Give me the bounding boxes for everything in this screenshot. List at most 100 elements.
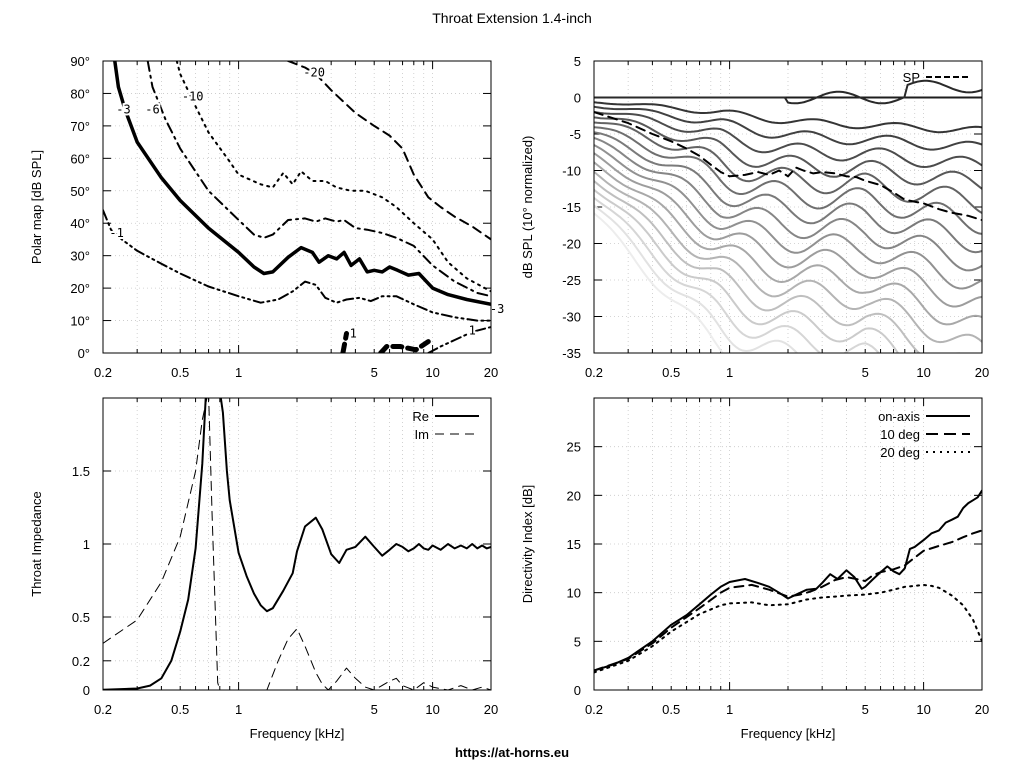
polar-response-line	[594, 180, 964, 353]
polar-response-line	[594, 144, 982, 290]
y-axis-label: Throat Impedance	[29, 491, 44, 597]
polar-response-line	[594, 126, 982, 235]
y-tick-label: -10	[562, 164, 581, 179]
y-tick-label: 10°	[70, 314, 90, 329]
x-tick-label: 5	[371, 365, 378, 380]
grid	[103, 61, 491, 353]
y-tick-label: 0.2	[72, 654, 90, 669]
plot-frame	[593, 397, 983, 691]
legend: Re Im	[412, 409, 479, 442]
polar-response-family	[594, 79, 982, 353]
x-tick-label: 0.2	[94, 365, 112, 380]
polar-response-line	[594, 189, 900, 353]
contour-line-m20	[287, 61, 491, 241]
plot-frame	[102, 60, 492, 354]
series-line-on-axis	[594, 489, 982, 672]
plot-frame	[593, 60, 983, 354]
contour-label: -3	[116, 103, 130, 117]
plot-frame	[102, 397, 492, 691]
y-tick-label: -15	[562, 200, 581, 215]
polar-map-panel: 0.2 0.5 1 5 10 20 0° 10° 20° 30° 40° 50° 60° 70° 80° 90…	[29, 54, 506, 380]
x-tick-label: 10	[425, 702, 439, 717]
x-tick-label: 1	[235, 702, 242, 717]
y-tick-label: 20°	[70, 281, 90, 296]
legend-label: 10 deg	[880, 427, 920, 442]
y-tick-label: 90°	[70, 54, 90, 69]
plot-area	[103, 398, 491, 690]
polar-response-line	[594, 131, 982, 254]
legend-label: on-axis	[878, 409, 920, 424]
x-tick-label: 5	[371, 702, 378, 717]
polar-response-line	[594, 137, 982, 272]
y-tick-label: -30	[562, 310, 581, 325]
x-tick-label: 0.5	[171, 365, 189, 380]
x-tick-label: 0.5	[662, 365, 680, 380]
contour-line-m1	[103, 209, 491, 322]
y-tick-label: -25	[562, 273, 581, 288]
x-tick-label: 20	[484, 365, 498, 380]
contour-label: -6	[145, 103, 159, 117]
x-tick-label: 1	[726, 365, 733, 380]
x-tick-label: 0.2	[585, 365, 603, 380]
polar-response-line	[594, 161, 982, 326]
y-axis-label: dB SPL (10° normalized)	[520, 136, 535, 279]
legend: on-axis 10 deg 20 deg	[878, 409, 970, 460]
x-tick-label: 10	[916, 365, 930, 380]
contour-label: -1	[109, 226, 123, 240]
legend-label: Re	[412, 409, 429, 424]
y-tick-label: 0°	[78, 346, 90, 361]
y-axis-label: Directivity Index [dB]	[520, 485, 535, 604]
y-tick-label: 0	[83, 683, 90, 698]
contour-line-m6	[146, 61, 491, 298]
x-tick-label: 1	[726, 702, 733, 717]
x-tick-label: 5	[862, 702, 869, 717]
y-tick-label: 20	[567, 488, 581, 503]
y-tick-label: 40°	[70, 216, 90, 231]
grid	[103, 398, 491, 690]
x-axis-label: Frequency [kHz]	[741, 726, 836, 741]
x-tick-label: 0.2	[94, 702, 112, 717]
contour-label: 1	[350, 327, 357, 341]
x-axis-label: Frequency [kHz]	[250, 726, 345, 741]
contour-label: -20	[303, 65, 325, 79]
contour-label: 1	[469, 323, 476, 337]
footer-url: https://at-horns.eu	[455, 745, 569, 760]
plot-area	[594, 489, 982, 674]
polar-response-line	[594, 105, 982, 151]
legend: SP	[903, 70, 970, 85]
y-tick-label: 70°	[70, 119, 90, 134]
y-tick-label: 30°	[70, 249, 90, 264]
polar-response-line	[594, 204, 799, 353]
polar-response-line	[594, 121, 982, 214]
x-tick-label: 0.5	[171, 702, 189, 717]
x-tick-label: 20	[975, 702, 989, 717]
x-tick-label: 20	[975, 365, 989, 380]
y-tick-label: -20	[562, 237, 581, 252]
plot-area	[594, 79, 982, 353]
sound-power-line	[594, 111, 982, 222]
y-tick-label: -5	[569, 127, 581, 142]
polar-response-line	[594, 79, 982, 105]
x-tick-label: 5	[862, 365, 869, 380]
spl-polar-panel: 0.2 0.5 1 5 10 20 5 0 -5 -10 -15 -20 -25 -30 -35 dB SPL…	[520, 54, 989, 380]
x-tick-label: 0.5	[662, 702, 680, 717]
throat-impedance-panel: 0.2 0.5 1 5 10 20 0 0.2 0.5 1 1.5 Throat Impedance F…	[29, 397, 498, 741]
x-tick-label: 1	[235, 365, 242, 380]
contour-line-1	[427, 326, 491, 353]
polar-response-line	[594, 111, 982, 169]
y-tick-label: 0	[574, 683, 581, 698]
y-tick-label: 1	[83, 537, 90, 552]
series-line-Im	[103, 398, 491, 690]
x-tick-label: 20	[484, 702, 498, 717]
y-tick-label: 5	[574, 54, 581, 69]
y-tick-label: 10	[567, 586, 581, 601]
contour-line-m3	[113, 61, 491, 307]
contour-line-m10	[175, 61, 491, 293]
figure-title: Throat Extension 1.4-inch	[432, 10, 592, 26]
y-tick-label: 0.5	[72, 610, 90, 625]
plot-area	[103, 61, 491, 353]
contour-line-1	[340, 331, 349, 353]
y-tick-label: 25	[567, 440, 581, 455]
